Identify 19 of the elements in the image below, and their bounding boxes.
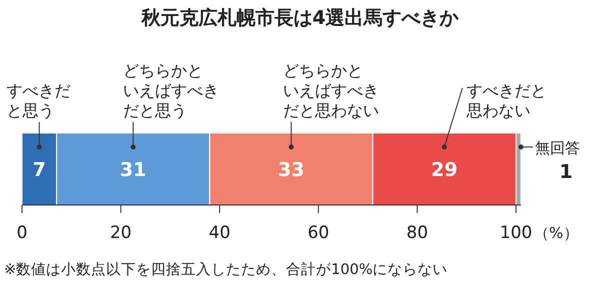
x-tick-label: 80 [406,223,428,243]
chart-title: 秋元克広札幌市長は4選出馬すべきか [140,7,460,29]
x-axis-title: （%） [534,224,578,242]
series-label: どちらかといえばすべきだと思わない [283,61,380,120]
data-label: 31 [120,159,146,181]
series-label: すべきだと思わない [465,81,546,120]
data-label: 29 [431,159,458,181]
series-label: 無回答 [534,139,580,157]
series-label: すべきだと思う [6,81,70,120]
x-tick-label: 100 [500,223,532,243]
series-label: どちらかといえばすべきだと思う [123,61,220,120]
data-label: 1 [559,161,573,183]
x-tick-label: 0 [16,223,28,243]
data-label: 7 [32,159,46,181]
x-tick-label: 40 [208,223,230,243]
x-tick-label: 20 [110,223,132,243]
text: ※数値は小数点以下を四捨五入したため、合計が100%にならない [4,261,448,278]
data-label: 33 [278,159,304,181]
x-tick-label: 60 [308,223,330,243]
